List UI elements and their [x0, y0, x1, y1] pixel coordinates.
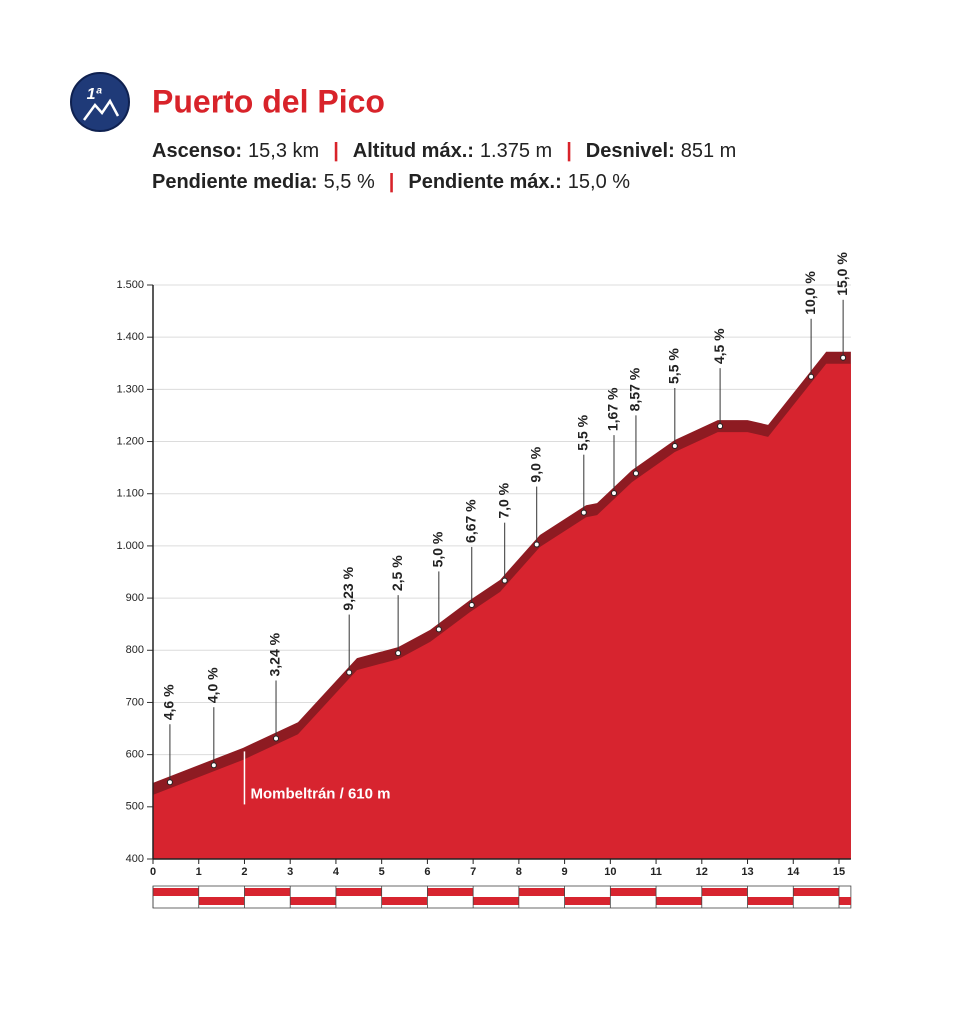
gradient-label: 6,67 % — [462, 499, 478, 543]
stat-label: Altitud máx.: — [353, 140, 474, 162]
gradient-marker — [501, 577, 508, 584]
km-block — [198, 897, 245, 905]
km-block — [793, 888, 839, 896]
gradient-label: 1,67 % — [605, 387, 621, 431]
gradient-label: 5,5 % — [666, 348, 682, 384]
gradient-label: 4,5 % — [711, 328, 727, 364]
km-block — [381, 897, 428, 905]
gradient-label: 4,0 % — [205, 667, 221, 703]
x-tick-label: 12 — [696, 866, 708, 878]
km-block — [656, 897, 702, 905]
profile-area — [153, 363, 851, 859]
x-tick-label: 2 — [241, 866, 247, 878]
stat-value: 15,0 % — [568, 171, 630, 193]
x-tick-label: 10 — [604, 866, 616, 878]
stat-label: Desnivel: — [586, 140, 675, 162]
gradient-marker — [395, 650, 402, 657]
x-tick-label: 11 — [650, 866, 662, 878]
gradient-label: 5,0 % — [430, 531, 446, 567]
gradient-label: 7,0 % — [495, 482, 511, 518]
gradient-label: 4,6 % — [161, 684, 177, 720]
stat-label: Pendiente media: — [152, 171, 318, 193]
km-block — [839, 897, 851, 905]
gradient-marker — [533, 541, 540, 548]
stat-value: 15,3 km — [248, 140, 319, 162]
y-tick-label: 1.500 — [116, 279, 144, 291]
gradient-label: 2,5 % — [389, 555, 405, 591]
x-tick-label: 5 — [379, 866, 385, 878]
stats-line: Ascenso: 15,3 km | Altitud máx.: 1.375 m | Des… — [152, 140, 736, 162]
gradient-marker — [273, 735, 280, 742]
gradient-label: 9,0 % — [527, 446, 543, 482]
x-tick-label: 15 — [833, 866, 845, 878]
badge-text: 1ª — [87, 86, 103, 103]
gradient-marker — [468, 601, 475, 608]
gradient-label: 8,57 % — [627, 367, 643, 411]
gradient-marker — [166, 779, 173, 786]
km-block — [610, 888, 657, 896]
gradient-marker — [610, 490, 617, 497]
x-tick-label: 14 — [787, 866, 800, 878]
km-block — [747, 897, 794, 905]
badge-icon — [82, 98, 120, 121]
y-tick-label: 1.000 — [116, 540, 144, 552]
gradient-marker — [717, 423, 724, 430]
stats: Ascenso: 15,3 km | Altitud máx.: 1.375 m | Des… — [152, 140, 736, 193]
separator: | — [389, 171, 395, 193]
y-tick-label: 1.300 — [116, 383, 144, 395]
km-block — [701, 888, 748, 896]
x-tick-label: 1 — [196, 866, 202, 878]
km-block — [473, 897, 519, 905]
km-block — [518, 888, 565, 896]
y-tick-label: 1.100 — [116, 488, 144, 500]
stat-value: 1.375 m — [480, 140, 552, 162]
gradient-label: 5,5 % — [575, 414, 591, 450]
km-block — [244, 888, 291, 896]
gradient-marker — [632, 470, 639, 477]
separator: | — [566, 140, 572, 162]
x-tick-label: 3 — [287, 866, 293, 878]
y-tick-label: 900 — [126, 592, 144, 604]
stat-label: Pendiente máx.: — [408, 171, 561, 193]
gradient-marker — [808, 373, 815, 380]
gradient-marker — [580, 509, 587, 516]
y-tick-label: 400 — [126, 853, 144, 865]
x-tick-label: 8 — [516, 866, 522, 878]
gradient-label: 15,0 % — [834, 252, 850, 296]
gradient-marker — [671, 442, 678, 449]
stat-value: 5,5 % — [324, 171, 375, 193]
plot: 400 500 600 700 800 900 1.000 1.100 1.200 1.300 1.… — [116, 252, 852, 909]
gradient-marker — [435, 626, 442, 633]
y-tick-label: 500 — [126, 801, 144, 813]
km-block — [153, 888, 199, 896]
km-block — [427, 888, 474, 896]
gradient-label: 10,0 % — [802, 271, 818, 315]
x-tick-label: 4 — [333, 866, 340, 878]
km-block — [335, 888, 382, 896]
stats-line: Pendiente media: 5,5 % | Pendiente máx.: 15,… — [152, 171, 630, 193]
town-label: Mombeltrán / 610 m — [250, 785, 390, 802]
chart-title: Puerto del Pico — [152, 83, 385, 119]
stat-value: 851 m — [681, 140, 737, 162]
gradient-label: 9,23 % — [340, 566, 356, 610]
stat-label: Ascenso: — [152, 140, 242, 162]
gradient-label: 3,24 % — [267, 632, 283, 676]
x-tick-label: 9 — [562, 866, 568, 878]
km-block — [290, 897, 336, 905]
y-tick-label: 1.200 — [116, 435, 144, 447]
x-tick-label: 0 — [150, 866, 156, 878]
x-tick-label: 7 — [470, 866, 476, 878]
gradient-marker — [346, 669, 353, 676]
gradient-marker — [840, 354, 847, 361]
y-tick-label: 1.400 — [116, 331, 144, 343]
separator: | — [333, 140, 339, 162]
km-block — [564, 897, 611, 905]
gradient-marker — [210, 762, 217, 769]
y-tick-label: 600 — [126, 749, 144, 761]
x-tick-label: 13 — [741, 866, 753, 878]
y-tick-label: 700 — [126, 696, 144, 708]
y-tick-label: 800 — [126, 644, 144, 656]
x-tick-label: 6 — [424, 866, 430, 878]
